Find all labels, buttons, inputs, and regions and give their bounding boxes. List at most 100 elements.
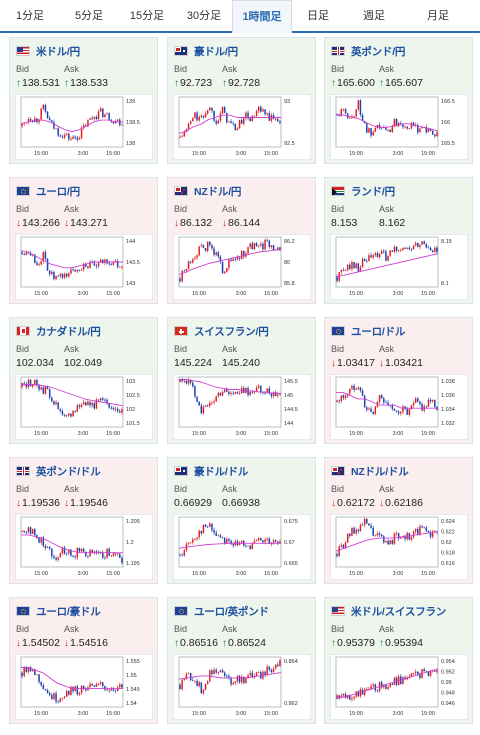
price-chart[interactable]: 8.15 8.1 15:00 3:00 15:00 [330, 234, 468, 300]
candle-body [110, 688, 113, 691]
price-chart[interactable]: 145.5 145 144.5 144 15:00 3:00 15:00 [173, 374, 311, 440]
x-tick-label: 3:00 [393, 711, 404, 717]
rate-card[interactable]: カナダドル/円 Bid Ask 102.034 102.049 103 102.5 102 10… [9, 317, 158, 444]
candle-body [189, 121, 192, 124]
tab-0[interactable]: 1分足 [0, 0, 60, 33]
price-chart[interactable]: 103 102.5 102 101.5 15:00 3:00 15:00 [15, 374, 153, 440]
candle-body [74, 136, 76, 138]
card-header: ランド/円 [331, 184, 395, 198]
chart-background [330, 94, 468, 160]
price-chart[interactable]: 0.864 0.862 15:00 3:00 15:00 [173, 654, 311, 720]
rate-card[interactable]: 英ポンド/ドル Bid Ask ↓1.19536 ↓1.19546 1.205 1.2 1.1… [9, 457, 158, 584]
rate-card[interactable]: 豪ドル/ドル Bid Ask 0.66929 0.66938 0.675 0.67 0.665… [167, 457, 316, 584]
price-chart[interactable]: 144 143.5 143 15:00 3:00 15:00 [15, 234, 153, 300]
currency-pair-link[interactable]: 米ドル/円 [36, 45, 80, 58]
candle-body [106, 548, 108, 558]
candle-body [421, 241, 423, 245]
rate-card[interactable]: ユーロ/円 Bid Ask ↓143.266 ↓143.271 144 143.5 143 15… [9, 177, 158, 304]
candle-body [65, 553, 68, 555]
price-chart[interactable]: 1.038 1.036 1.034 1.032 15:00 3:00 15:00 [330, 374, 468, 440]
candle-body [198, 401, 200, 406]
candle-body [53, 401, 55, 405]
candle-body [29, 379, 32, 387]
currency-pair-link[interactable]: ランド/円 [351, 185, 395, 198]
moving-average-line [21, 384, 124, 407]
tab-1[interactable]: 5分足 [60, 0, 118, 33]
candle-body [249, 118, 251, 122]
currency-pair-link[interactable]: ユーロ/豪ドル [36, 605, 101, 618]
currency-pair-link[interactable]: 英ポンド/円 [351, 45, 406, 58]
candle-body [431, 399, 434, 402]
rate-card[interactable]: ユーロ/英ポンド Bid Ask ↑0.86516 ↑0.86524 0.864 0.862… [167, 597, 316, 724]
rate-card[interactable]: NZドル/ドル Bid Ask ↓0.62172 ↓0.62186 0.624 0.622 0… [324, 457, 473, 584]
candle-body [264, 239, 266, 250]
price-chart[interactable]: 93 92.5 15:00 3:00 15:00 [173, 94, 311, 160]
candle-body [340, 395, 343, 402]
tab-7[interactable]: 月足 [404, 0, 472, 33]
candle-body [85, 263, 87, 267]
tab-3[interactable]: 30分足 [176, 0, 232, 33]
currency-pair-link[interactable]: NZドル/ドル [351, 465, 409, 478]
bid-label: Bid [174, 624, 188, 634]
price-chart[interactable]: 139 138.5 138 15:00 3:00 15:00 [15, 94, 153, 160]
currency-pair-link[interactable]: 豪ドル/ドル [194, 465, 249, 478]
rate-card[interactable]: スイスフラン/円 Bid Ask 145.224 145.240 145.5 145 144.… [167, 317, 316, 444]
candle-body [230, 121, 232, 124]
bid-value: ↓1.54502 [16, 637, 60, 649]
rate-card[interactable]: ユーロ/ドル Bid Ask ↓1.03417 ↓1.03421 1.038 1.036 1.… [324, 317, 473, 444]
rate-card[interactable]: 豪ドル/円 Bid Ask ↑92.723 ↑92.728 93 92.5 15:00 3:00… [167, 37, 316, 164]
currency-pair-link[interactable]: 米ドル/スイスフラン [351, 605, 447, 618]
rate-card[interactable]: 英ポンド/円 Bid Ask ↑165.600 ↑165.607 166.5 166 165.… [324, 37, 473, 164]
candle-body [95, 265, 98, 267]
tab-5[interactable]: 日足 [292, 0, 344, 33]
price-chart[interactable]: 0.675 0.67 0.665 15:00 3:00 15:00 [173, 514, 311, 580]
candle-body [264, 671, 266, 675]
candle-body [404, 248, 406, 249]
currency-pair-link[interactable]: スイスフラン/円 [194, 325, 269, 338]
x-tick-label: 15:00 [349, 711, 363, 717]
bid-number: 1.03417 [337, 357, 375, 369]
candle-body [431, 531, 434, 537]
candle-body [204, 684, 207, 690]
candle-body [226, 112, 228, 123]
bid-number: 86.132 [180, 217, 213, 229]
tab-6[interactable]: 週足 [344, 0, 404, 33]
currency-pair-link[interactable]: ユーロ/円 [36, 185, 80, 198]
currency-pair-link[interactable]: 英ポンド/ドル [36, 465, 101, 478]
candle-body [249, 545, 251, 550]
candle-body [211, 245, 213, 249]
rate-card[interactable]: ランド/円 Bid Ask 8.153 8.162 8.15 8.1 15:00 3:00 15:… [324, 177, 473, 304]
candle-body [268, 538, 271, 544]
currency-pair-link[interactable]: ユーロ/英ポンド [194, 605, 269, 618]
candle-body [99, 398, 102, 401]
price-chart[interactable]: 166.5 166 165.5 15:00 3:00 15:00 [330, 94, 468, 160]
candle-body [87, 401, 89, 406]
price-chart[interactable]: 1.205 1.2 1.195 15:00 3:00 15:00 [15, 514, 153, 580]
currency-pair-link[interactable]: カナダドル/円 [36, 325, 101, 338]
candle-body [110, 555, 113, 557]
tab-2[interactable]: 15分足 [118, 0, 176, 33]
price-chart[interactable]: 1.555 1.55 1.545 1.54 15:00 3:00 15:00 [15, 654, 153, 720]
x-tick-label: 15:00 [349, 291, 363, 297]
currency-pair-link[interactable]: NZドル/円 [194, 185, 242, 198]
rate-card[interactable]: 米ドル/円 Bid Ask ↑138.531 ↑138.533 139 138.5 138 15… [9, 37, 158, 164]
moving-average-line [21, 667, 123, 690]
tab-4[interactable]: 1時間足 [232, 0, 292, 33]
y-tick-label: 0.95 [441, 680, 452, 686]
bid-value: ↑0.86516 [174, 637, 218, 649]
candle-body [340, 109, 343, 117]
ask-number: 138.533 [70, 77, 108, 89]
candle-body [217, 392, 220, 397]
candle-body [400, 250, 402, 251]
rate-card[interactable]: ユーロ/豪ドル Bid Ask ↓1.54502 ↓1.54516 1.555 1.55 1.… [9, 597, 158, 724]
rate-card[interactable]: 米ドル/スイスフラン Bid Ask ↑0.95379 ↑0.95394 0.954 0.9… [324, 597, 473, 724]
currency-pair-link[interactable]: ユーロ/ドル [351, 325, 406, 338]
currency-pair-link[interactable]: 豪ドル/円 [194, 45, 238, 58]
candle-body [266, 666, 268, 675]
rate-card[interactable]: NZドル/円 Bid Ask ↓86.132 ↓86.144 86.2 86 85.8 15:0… [167, 177, 316, 304]
price-chart[interactable]: 0.954 0.952 0.95 0.948 0.946 15:00 3:00 15:00 [330, 654, 468, 720]
flag-icon [331, 606, 345, 616]
price-chart[interactable]: 86.2 86 85.8 15:00 3:00 15:00 [173, 234, 311, 300]
candle-body [187, 673, 190, 674]
price-chart[interactable]: 0.624 0.622 0.62 0.618 0.616 15:00 3:00 15:00 [330, 514, 468, 580]
